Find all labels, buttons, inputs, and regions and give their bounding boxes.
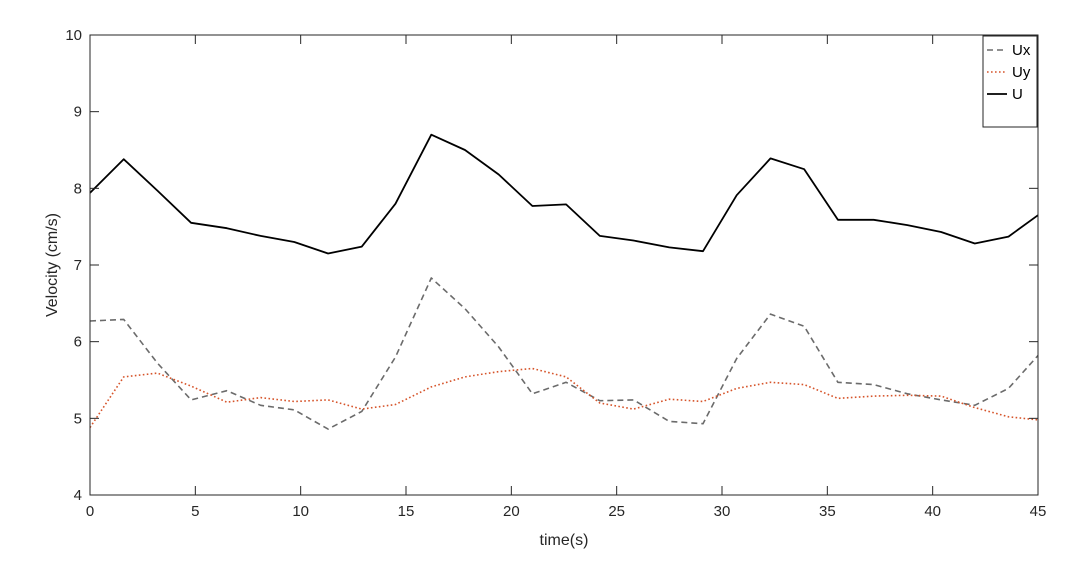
y-axis-title: Velocity (cm/s)	[44, 213, 61, 317]
legend-box	[982, 35, 1038, 128]
series-line-u	[89, 133, 1039, 255]
y-tick-label: 7	[74, 257, 82, 274]
y-tick-label: 5	[74, 410, 82, 427]
series-line-ux	[89, 277, 1039, 430]
series-line-uy	[89, 367, 1039, 428]
x-tick-label: 10	[292, 503, 309, 520]
legend-label-ux: Ux	[1012, 42, 1031, 59]
y-tick-label: 10	[65, 27, 82, 44]
x-tick-label: 30	[714, 503, 731, 520]
y-tick-label: 4	[74, 487, 82, 504]
legend: Ux Uy U	[982, 35, 1038, 128]
legend-label-u: U	[1012, 86, 1023, 103]
x-tick-label: 35	[819, 503, 836, 520]
x-axis-title: time(s)	[540, 532, 589, 549]
x-tick-label: 15	[398, 503, 415, 520]
y-tick-label: 8	[74, 180, 82, 197]
x-tick-label: 25	[608, 503, 625, 520]
y-tick-label: 6	[74, 334, 82, 351]
x-tick-label: 40	[924, 503, 941, 520]
x-tick-label: 0	[86, 503, 94, 520]
x-tick-label: 20	[503, 503, 520, 520]
x-tick-label: 5	[191, 503, 199, 520]
x-tick-label: 45	[1030, 503, 1047, 520]
series-layer	[89, 133, 1039, 430]
y-tick-label: 9	[74, 104, 82, 121]
plot-area	[90, 35, 1038, 495]
legend-label-uy: Uy	[1012, 64, 1031, 81]
